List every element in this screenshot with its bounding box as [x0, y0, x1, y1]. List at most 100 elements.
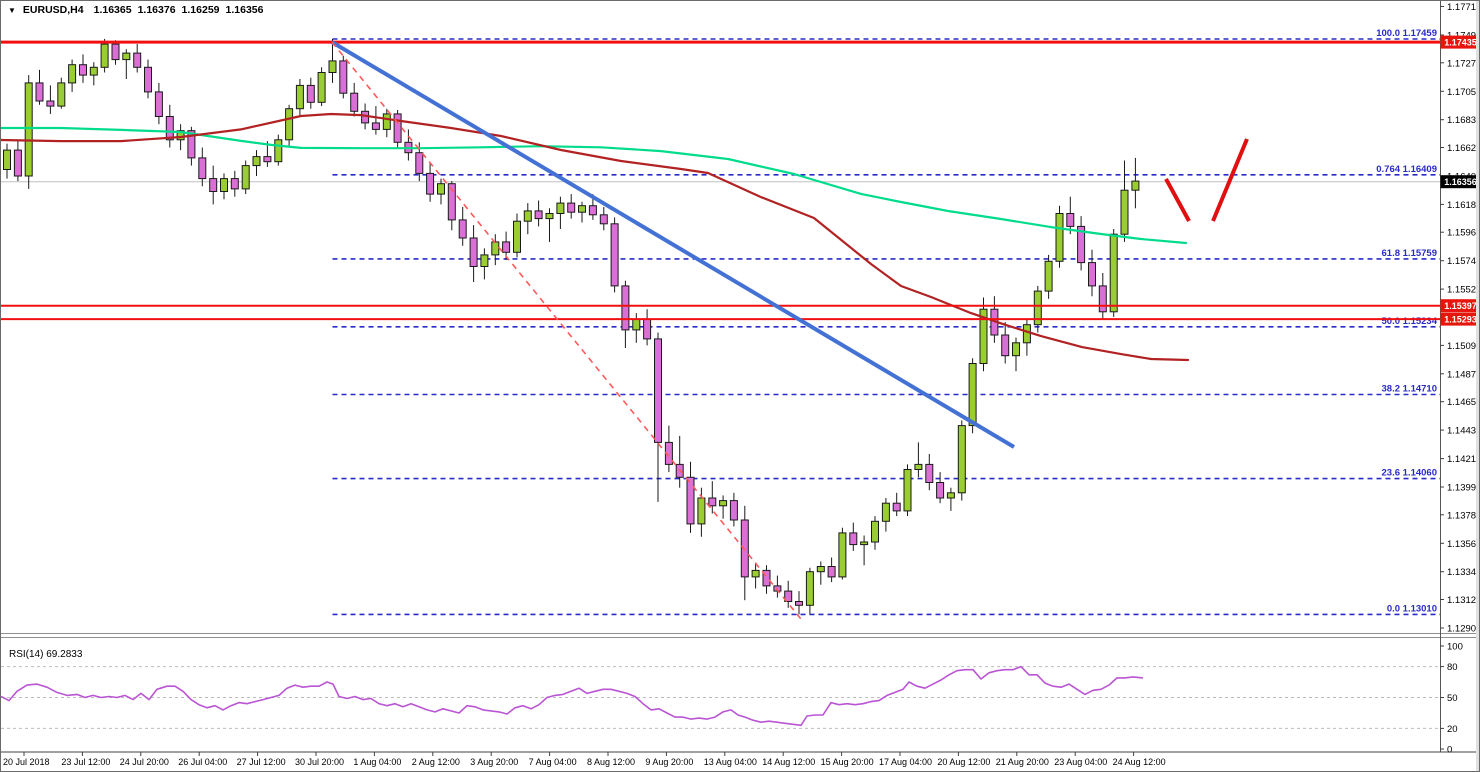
- bull-candle: [252, 156, 261, 167]
- time-axis-label: 14 Aug 12:00: [762, 757, 815, 767]
- bear-candle: [925, 463, 934, 483]
- price-axis-label: 1.14215: [1447, 454, 1479, 465]
- time-axis-label: 3 Aug 20:00: [470, 757, 518, 767]
- bull-candle: [1044, 260, 1053, 292]
- time-axis-label: 24 Jul 20:00: [120, 757, 169, 767]
- rsi-axis-label: 20: [1447, 724, 1458, 735]
- bull-candle: [697, 497, 706, 525]
- bull-candle: [881, 502, 890, 522]
- fib-level-label: 38.2 1.14710: [1382, 384, 1437, 395]
- bull-candle: [1131, 180, 1140, 191]
- bear-candle: [415, 152, 424, 174]
- bull-candle: [24, 82, 33, 177]
- bull-candle: [751, 569, 760, 578]
- price-axis-label: 1.13780: [1447, 510, 1479, 521]
- time-axis-label: 15 Aug 20:00: [821, 757, 874, 767]
- bear-candle: [599, 214, 608, 225]
- bull-candle: [946, 492, 955, 499]
- price-axis-label: 1.15090: [1447, 341, 1479, 352]
- ohlc-high: 1.16376: [137, 4, 176, 16]
- bull-candle: [1012, 342, 1020, 357]
- price-axis-label: 1.14870: [1447, 369, 1479, 380]
- bull-candle: [68, 64, 77, 84]
- descending-trendline-blue[interactable]: [330, 40, 1016, 449]
- price-axis-label: 1.16835: [1447, 115, 1479, 126]
- bear-candle: [740, 519, 749, 578]
- price-tag-red[interactable]: [1440, 312, 1480, 326]
- bear-candle: [502, 241, 511, 253]
- time-axis-label: 23 Jul 12:00: [61, 757, 110, 767]
- bear-candle: [892, 502, 901, 512]
- price-tag-red-text: 1.17435: [1444, 38, 1477, 48]
- bull-candle: [57, 82, 66, 107]
- bear-candle: [458, 219, 467, 239]
- rsi-axis-label: 0: [1447, 745, 1452, 756]
- symbol-timeframe-label: EURUSD,H4: [22, 4, 84, 16]
- chevron-down-icon[interactable]: ▼: [8, 6, 16, 15]
- time-axis-label: 26 Jul 04:00: [178, 757, 227, 767]
- price-axis-label: 1.13995: [1447, 483, 1479, 494]
- bull-candle: [241, 165, 250, 190]
- ma-slow-red: [1, 112, 1190, 362]
- ohlc-low: 1.16259: [181, 4, 220, 16]
- bear-candle: [469, 237, 478, 267]
- bear-candle: [187, 130, 196, 159]
- bull-candle: [274, 139, 283, 163]
- price-tag-current[interactable]: [1440, 175, 1480, 189]
- rsi-indicator-label: RSI(14) 69.2833: [9, 649, 83, 660]
- v-mark-drawing[interactable]: [1211, 138, 1249, 222]
- time-axis-label: 30 Jul 20:00: [295, 757, 344, 767]
- bull-candle: [382, 113, 391, 130]
- time-axis-label: 21 Aug 20:00: [996, 757, 1049, 767]
- bear-candle: [306, 84, 315, 103]
- bull-candle: [1109, 233, 1118, 313]
- bear-candle: [588, 205, 597, 216]
- price-tag-red[interactable]: [1440, 299, 1480, 313]
- rsi-axis-label: 100: [1447, 642, 1463, 653]
- fib-level-label: 0.0 1.13010: [1387, 603, 1437, 614]
- price-axis-label: 1.13340: [1447, 567, 1479, 578]
- bull-candle: [295, 84, 304, 110]
- bear-candle: [198, 157, 207, 180]
- bull-candle: [220, 178, 228, 193]
- bear-candle: [263, 156, 272, 163]
- rsi-axis-label: 80: [1447, 662, 1458, 673]
- price-tag-red-text: 1.15397: [1444, 301, 1477, 311]
- time-axis-label: 23 Aug 04:00: [1054, 757, 1107, 767]
- bear-candle: [393, 113, 402, 143]
- bear-candle: [784, 590, 793, 602]
- bull-candle: [632, 319, 641, 331]
- price-axis-label: 1.17710: [1447, 2, 1479, 13]
- time-axis-label: 2 Aug 12:00: [412, 757, 460, 767]
- bull-candle: [480, 254, 489, 267]
- bull-candle: [545, 213, 554, 220]
- price-axis-label: 1.15745: [1447, 256, 1479, 267]
- v-mark-drawing[interactable]: [1164, 177, 1191, 222]
- bear-candle: [849, 532, 858, 546]
- bear-candle: [654, 338, 662, 443]
- bull-candle: [578, 205, 586, 213]
- price-axis-label: 1.16180: [1447, 200, 1479, 211]
- fib-level-label: 0.764 1.16409: [1376, 164, 1437, 175]
- bear-candle: [567, 202, 576, 213]
- bull-candle: [860, 541, 869, 546]
- bear-candle: [1001, 334, 1010, 357]
- bear-candle: [209, 178, 218, 193]
- time-axis-label: 20 Aug 12:00: [937, 757, 990, 767]
- rsi-line: [1, 665, 1144, 727]
- descending-trendline-red-dashed[interactable]: [331, 41, 802, 620]
- bear-candle: [686, 476, 695, 525]
- price-tag-red-text: 1.15293: [1444, 315, 1477, 325]
- time-axis-label: 20 Jul 2018: [3, 757, 50, 767]
- bear-candle: [35, 82, 44, 102]
- fib-level-label: 61.8 1.15759: [1382, 248, 1437, 259]
- price-tag-current-text: 1.16356: [1444, 177, 1477, 187]
- price-axis-label: 1.14435: [1447, 426, 1479, 437]
- price-tag-red[interactable]: [1440, 35, 1480, 49]
- time-axis-label: 7 Aug 04:00: [529, 757, 577, 767]
- bull-candle: [1120, 189, 1129, 235]
- ohlc-open: 1.16365: [93, 4, 132, 16]
